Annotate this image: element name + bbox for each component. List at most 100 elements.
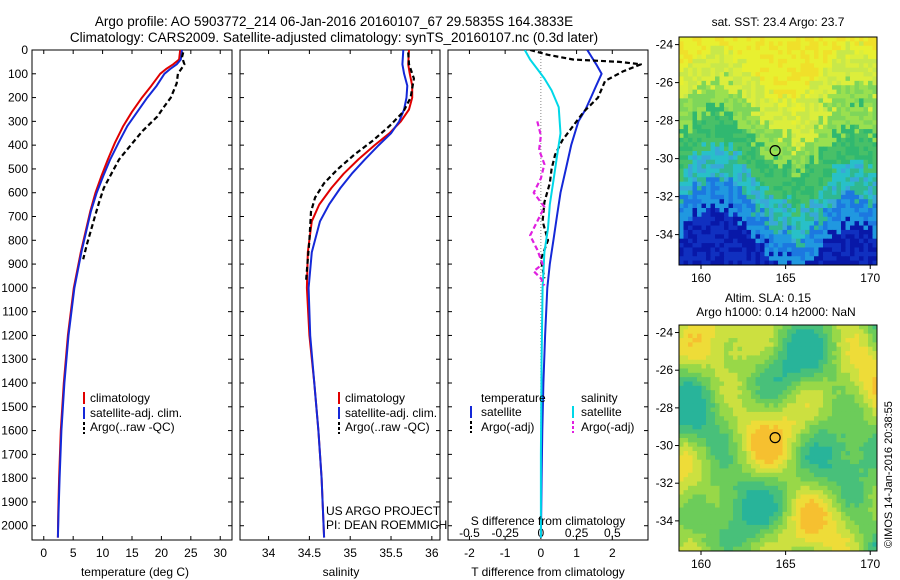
map-cell: [751, 225, 757, 231]
map-cell: [872, 168, 877, 174]
map-cell: [733, 390, 739, 396]
map-cell: [814, 186, 820, 192]
map-cell: [787, 546, 793, 551]
map-cell: [715, 351, 721, 357]
map-cell: [697, 416, 703, 422]
map-cell: [782, 41, 788, 47]
map-cell: [706, 485, 712, 491]
map-cell: [746, 411, 752, 417]
header-line-2: Climatology: CARS2009. Satellite-adjuste…: [70, 30, 598, 45]
map-cell: [697, 333, 703, 339]
map-cell: [854, 524, 860, 530]
map-cell: [791, 472, 797, 478]
map-cell: [809, 377, 815, 383]
map-cell: [814, 546, 820, 551]
map-cell: [742, 407, 748, 413]
map-cell: [800, 212, 806, 218]
map-cell: [751, 63, 757, 69]
map-cell: [850, 181, 856, 187]
map-cell: [719, 407, 725, 413]
map-cell: [751, 234, 757, 240]
map-cell: [728, 124, 734, 130]
map-cell: [715, 85, 721, 91]
map-cell: [683, 464, 689, 470]
map-cell: [859, 37, 865, 42]
map-cell: [827, 37, 833, 42]
map-cell: [733, 381, 739, 387]
map-cell: [868, 98, 874, 104]
map-cell: [746, 142, 752, 148]
map-cell: [832, 172, 838, 178]
map-cell: [854, 498, 860, 504]
map-cell: [823, 181, 829, 187]
map-cell: [728, 516, 734, 522]
map-cell: [805, 351, 811, 357]
map-cell: [688, 164, 694, 170]
map-cell: [728, 472, 734, 478]
map-cell: [850, 102, 856, 108]
map-cell: [823, 498, 829, 504]
map-cell: [814, 468, 820, 474]
map-cell: [778, 477, 784, 483]
map-cell: [782, 490, 788, 496]
map-cell: [787, 368, 793, 374]
map-cell: [814, 129, 820, 135]
map-cell: [841, 115, 847, 121]
map-cell: [832, 243, 838, 249]
map-cell: [755, 85, 761, 91]
map-cell: [814, 529, 820, 535]
map-cell: [733, 155, 739, 161]
map-cell: [796, 429, 802, 435]
map-cell: [769, 381, 775, 387]
map-cell: [787, 338, 793, 343]
map-cell: [800, 377, 806, 383]
map-cell: [760, 346, 766, 352]
map-cell: [854, 372, 860, 378]
map-cell: [854, 529, 860, 535]
map-cell: [809, 537, 815, 543]
map-cell: [863, 229, 869, 235]
map-cell: [679, 146, 685, 152]
map-cell: [706, 516, 712, 522]
map-cell: [836, 342, 842, 348]
map-cell: [868, 129, 874, 135]
map-cell: [854, 256, 860, 262]
x-tick-label: 34.5: [298, 546, 322, 560]
map-cell: [814, 407, 820, 413]
x-tick-label: 35.5: [379, 546, 403, 560]
map-cell: [733, 129, 739, 135]
map-cell: [841, 172, 847, 178]
map-cell: [809, 54, 815, 60]
map-cell: [715, 151, 721, 156]
map-cell: [773, 468, 779, 474]
map-cell: [683, 346, 689, 352]
map-cell: [805, 243, 811, 249]
map-cell: [854, 329, 860, 335]
map-cell: [809, 520, 815, 526]
map-cell: [683, 485, 689, 491]
map-cell: [728, 94, 734, 99]
map-cell: [773, 403, 779, 409]
map-cell: [868, 50, 874, 56]
map-cell: [859, 442, 865, 448]
map-cell: [706, 208, 712, 213]
map-cell: [697, 85, 703, 91]
map-cell: [823, 381, 829, 387]
map-cell: [737, 390, 743, 396]
map-cell: [836, 455, 842, 461]
map-cell: [724, 355, 730, 361]
map-cell: [733, 533, 739, 539]
map-cell: [683, 208, 689, 213]
map-cell: [859, 377, 865, 383]
map-cell: [728, 468, 734, 474]
map-cell: [845, 76, 851, 82]
map-cell: [841, 243, 847, 249]
map-cell: [706, 151, 712, 156]
map-cell: [697, 76, 703, 82]
map-cell: [755, 216, 761, 222]
map-cell: [832, 407, 838, 413]
map-cell: [868, 234, 874, 240]
map-cell: [737, 542, 743, 548]
map-cell: [701, 67, 707, 73]
map-cell: [706, 72, 712, 78]
